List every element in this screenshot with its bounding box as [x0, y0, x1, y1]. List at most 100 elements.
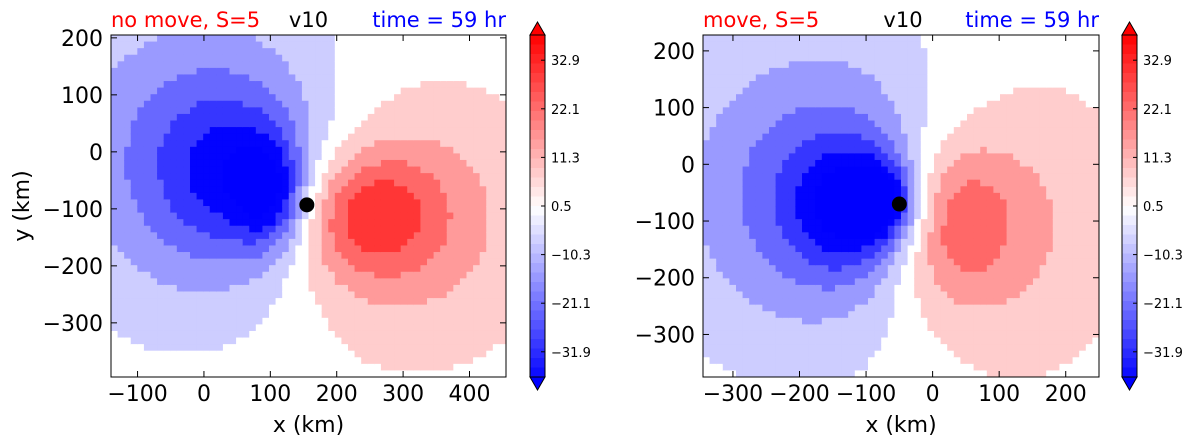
title-center: v10: [289, 8, 328, 32]
colorbar-extend-min: [1121, 376, 1138, 392]
colorbar-band: [1122, 329, 1137, 340]
colorbar-band: [1122, 272, 1137, 283]
contour-field: [703, 35, 1099, 377]
colorbar-band: [530, 215, 545, 226]
title-left: no move, S=5: [111, 8, 260, 32]
y-tick-label: 0: [681, 153, 695, 178]
colorbar-band: [1122, 44, 1137, 55]
colorbar-tick-label: 11.3: [551, 151, 580, 166]
colorbar-band: [1122, 130, 1137, 140]
colorbar-band: [1122, 301, 1137, 311]
x-tick-label: 100: [249, 382, 291, 407]
colorbar-band: [530, 187, 545, 197]
colorbar-band: [1122, 35, 1137, 45]
x-axis-label: x (km): [273, 413, 344, 438]
colorbar-band: [530, 348, 545, 359]
colorbar-extend-max: [529, 20, 546, 36]
colorbar-band: [530, 206, 545, 216]
x-tick-label: 200: [1045, 382, 1087, 407]
y-axis-label: y (km): [10, 170, 35, 241]
colorbar-band: [530, 291, 545, 302]
colorbar-band: [530, 35, 545, 45]
colorbar-band: [530, 320, 545, 330]
colorbar-band: [530, 168, 545, 178]
colorbar-band: [1122, 73, 1137, 83]
x-tick-label: 200: [316, 382, 358, 407]
colorbar-band: [1122, 263, 1137, 273]
title-right: time = 59 hr: [372, 8, 506, 32]
colorbar-band: [530, 82, 545, 93]
colorbar-tick-label: 0.5: [1143, 200, 1164, 215]
colorbar-tick-label: −31.9: [1143, 346, 1183, 361]
y-tick-label: −100: [43, 198, 103, 223]
x-tick-label: 400: [448, 382, 490, 407]
colorbar: 32.9 22.1 11.3 0.5 −10.3 −21.1 −31.9: [1121, 20, 1183, 392]
colorbar-band: [1122, 320, 1137, 330]
x-tick-label: 100: [978, 382, 1020, 407]
colorbar-tick-label: −21.1: [1143, 297, 1183, 312]
colorbar-band: [530, 310, 545, 321]
x-axis-label: x (km): [865, 413, 936, 438]
colorbar-band: [530, 253, 545, 264]
x-tick-label: −300: [703, 382, 763, 407]
colorbar-band: [1122, 253, 1137, 264]
colorbar-band: [530, 244, 545, 254]
plot-frame: [702, 34, 1100, 378]
x-tick-label: 300: [382, 382, 424, 407]
colorbar-band: [1122, 196, 1137, 207]
colorbar-band: [530, 63, 545, 74]
panel-0: −100 0 100 200 300 400 −300 −200 −100 0 100 200 no m…: [10, 8, 591, 438]
colorbar-band: [530, 301, 545, 311]
colorbar-band: [1122, 63, 1137, 74]
x-tick-label: −100: [836, 382, 896, 407]
colorbar-tick-label: 32.9: [551, 54, 580, 69]
plot-frame: [110, 34, 507, 378]
colorbar-extend-max: [1121, 20, 1138, 36]
y-tick-label: 100: [61, 84, 103, 109]
colorbar-band: [530, 158, 545, 169]
colorbar-band: [1122, 358, 1137, 368]
colorbar-band: [530, 44, 545, 55]
colorbar-band: [530, 367, 545, 378]
y-tick-label: 100: [653, 97, 695, 122]
storm-center-marker: [891, 196, 907, 212]
colorbar-tick-label: 22.1: [1143, 103, 1172, 118]
storm-center-marker: [299, 197, 315, 213]
x-tick-label: 0: [926, 382, 940, 407]
colorbar-band: [1122, 339, 1137, 349]
y-tick-label: −200: [43, 255, 103, 280]
colorbar-band: [1122, 111, 1137, 121]
colorbar-band: [530, 101, 545, 112]
colorbar-tick-label: −21.1: [551, 297, 591, 312]
colorbar-band: [1122, 215, 1137, 226]
colorbar-tick-label: −10.3: [1143, 249, 1183, 264]
colorbar-band: [1122, 54, 1137, 64]
colorbar-band: [530, 73, 545, 83]
title-center: v10: [883, 8, 922, 32]
colorbar-tick-label: −31.9: [551, 346, 591, 361]
colorbar-band: [1122, 82, 1137, 93]
colorbar-band: [1122, 348, 1137, 359]
colorbar-band: [1122, 225, 1137, 235]
colorbar-band: [530, 92, 545, 102]
colorbar-band: [1122, 149, 1137, 159]
y-tick-label: −300: [43, 312, 103, 337]
colorbar-band: [1122, 367, 1137, 378]
colorbar-band: [530, 272, 545, 283]
colorbar-tick-label: 32.9: [1143, 54, 1172, 69]
colorbar-band: [530, 263, 545, 273]
colorbar-band: [530, 111, 545, 121]
colorbar-band: [530, 339, 545, 349]
colorbar-band: [530, 130, 545, 140]
colorbar-band: [530, 149, 545, 159]
x-tick-label: −200: [769, 382, 829, 407]
colorbar-band: [530, 196, 545, 207]
colorbar-band: [1122, 120, 1137, 131]
colorbar-band: [530, 358, 545, 368]
y-tick-label: −200: [635, 267, 695, 292]
colorbar-band: [1122, 187, 1137, 197]
panel-1: −300 −200 −100 0 100 200−300−200−1000100200mo…: [635, 8, 1183, 438]
colorbar-band: [530, 120, 545, 131]
colorbar-band: [1122, 206, 1137, 216]
